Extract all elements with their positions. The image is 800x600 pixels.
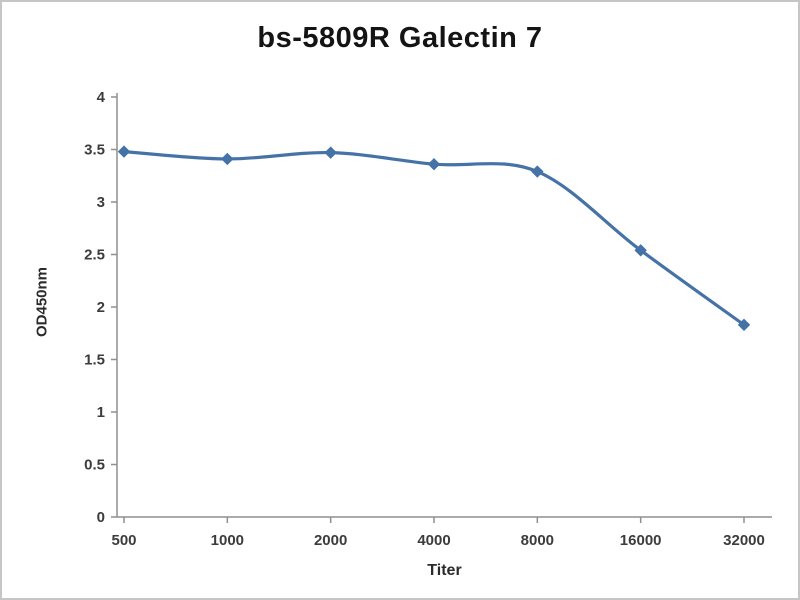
data-point-marker [634, 244, 647, 257]
x-tick-label: 2000 [314, 532, 347, 549]
data-point-marker [427, 157, 441, 171]
y-tick-label: 1 [97, 404, 105, 421]
x-axis-title: Titer [427, 562, 462, 579]
chart-title: bs-5809R Galectin 7 [257, 22, 543, 54]
y-tick-label: 0.5 [84, 457, 105, 474]
y-tick-label: 3 [97, 194, 105, 211]
x-tick-label: 8000 [521, 532, 554, 549]
data-point-marker [531, 165, 544, 178]
x-tick-label: 500 [111, 532, 136, 549]
y-tick-label: 3.5 [84, 142, 105, 159]
y-axis-title: OD450nm [33, 266, 51, 338]
x-tick-label: 32000 [723, 532, 765, 549]
series-line [122, 150, 746, 327]
y-tick-label: 0 [97, 509, 105, 526]
x-tick-label: 1000 [211, 532, 244, 549]
y-tick-label: 2 [97, 299, 105, 316]
data-point-marker [737, 318, 751, 332]
x-tick-label: 16000 [620, 532, 662, 549]
data-point-marker [324, 146, 337, 159]
y-tick-label: 4 [97, 89, 106, 106]
y-tick-label: 1.5 [84, 352, 105, 369]
y-tick-label: 2.5 [84, 247, 105, 264]
data-point-marker [221, 152, 234, 166]
data-point-marker [117, 145, 131, 158]
x-tick-label: 4000 [417, 532, 450, 549]
